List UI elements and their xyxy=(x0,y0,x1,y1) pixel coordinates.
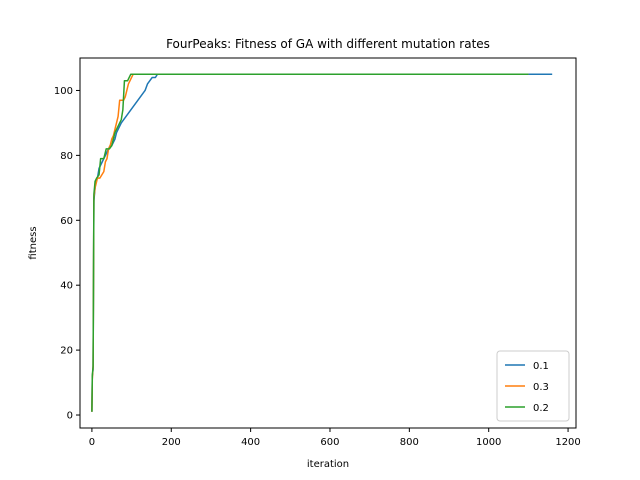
plot-frame xyxy=(79,57,577,429)
x-tick-label: 400 xyxy=(241,437,260,448)
x-tick-label: 0 xyxy=(89,437,95,448)
axis-ticks: 0 200 400 600 800 1000 1200 0 20 40 60 80 100 xyxy=(54,86,581,448)
y-tick-label: 80 xyxy=(60,151,73,162)
chart-title: FourPeaks: Fitness of GA with different … xyxy=(166,37,490,51)
x-tick-label: 600 xyxy=(320,437,339,448)
y-tick-label: 100 xyxy=(54,86,73,97)
y-tick-label: 60 xyxy=(60,216,73,227)
x-tick-label: 1200 xyxy=(555,437,580,448)
legend-box xyxy=(496,350,570,422)
x-tick-label: 1000 xyxy=(476,437,501,448)
y-tick-label: 40 xyxy=(60,281,73,292)
legend-label: 0.2 xyxy=(533,403,549,414)
x-tick-label: 200 xyxy=(162,437,181,448)
x-tick-label: 800 xyxy=(400,437,419,448)
y-tick-label: 20 xyxy=(60,346,73,357)
series-line-0.3 xyxy=(91,73,529,412)
series-layer xyxy=(91,73,553,412)
y-tick-label: 0 xyxy=(67,411,73,422)
y-axis-label: fitness xyxy=(28,226,39,259)
legend: 0.1 0.3 0.2 xyxy=(496,350,570,422)
legend-label: 0.1 xyxy=(533,361,549,372)
series-line-0.1 xyxy=(91,73,553,412)
legend-label: 0.3 xyxy=(533,382,549,393)
series-line-0.2 xyxy=(91,73,529,412)
x-axis-label: iteration xyxy=(307,459,349,470)
